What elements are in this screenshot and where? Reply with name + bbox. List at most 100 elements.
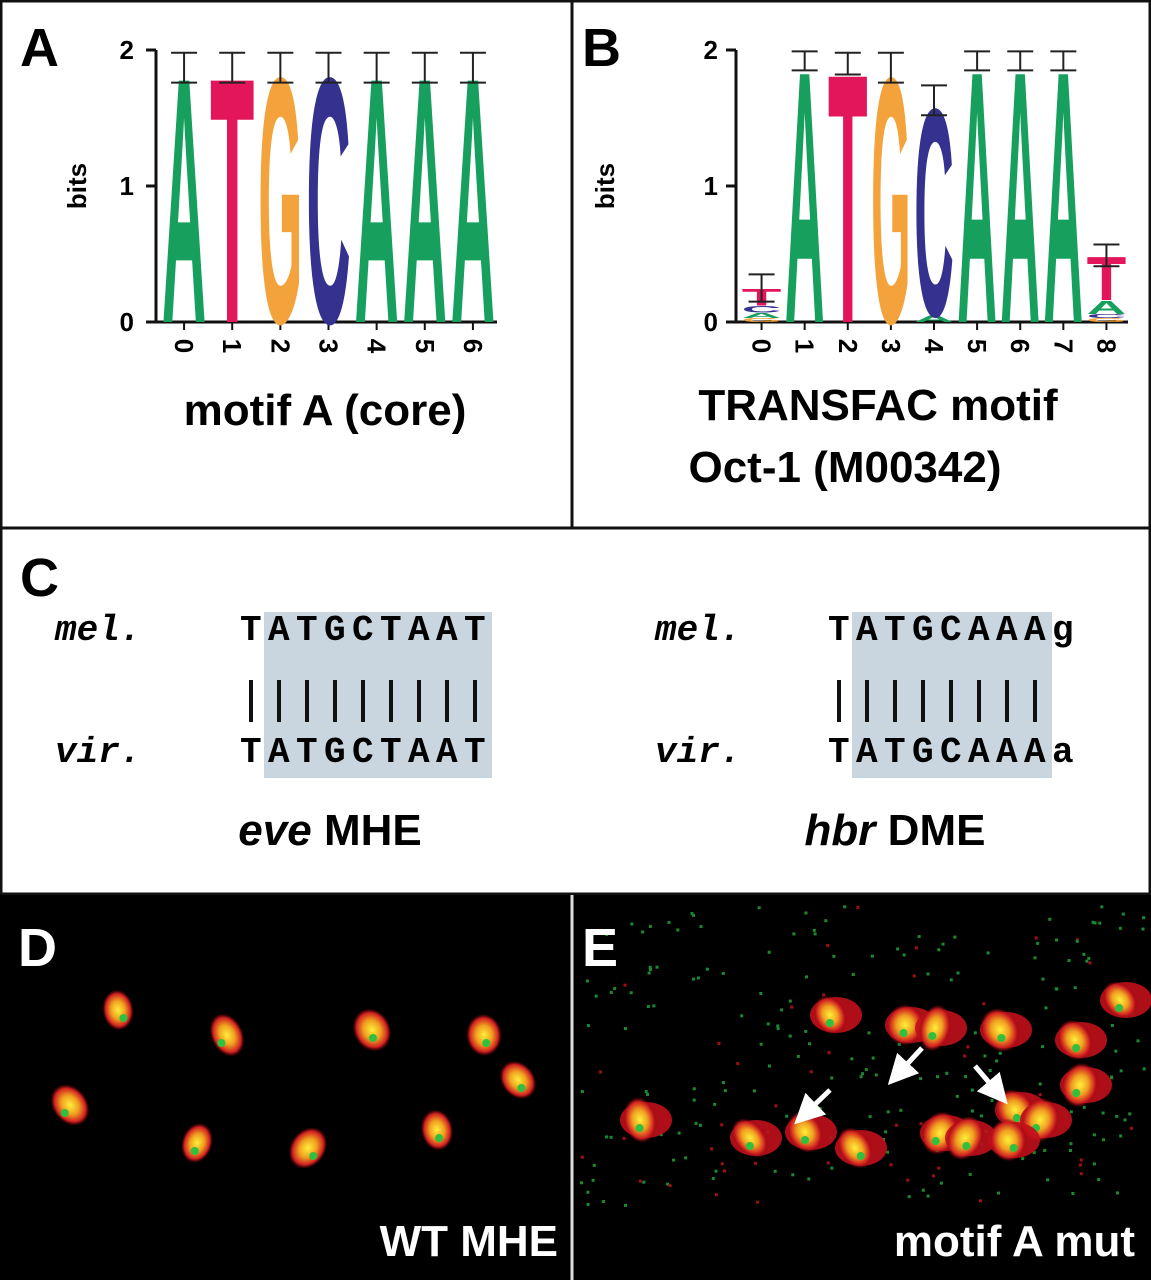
speck <box>773 1169 777 1173</box>
y-tick-label: 1 <box>120 171 134 201</box>
species: mel. <box>654 610 741 651</box>
speck <box>955 1094 959 1098</box>
speck <box>753 1161 757 1165</box>
speck <box>667 920 671 924</box>
speck <box>1115 1114 1119 1118</box>
speck <box>949 978 953 982</box>
speck <box>1119 1134 1123 1138</box>
nucleus <box>731 1118 769 1158</box>
speck <box>1118 926 1122 930</box>
logo-letter: C <box>742 304 782 314</box>
speck <box>792 932 796 936</box>
panel-label: E <box>582 918 618 978</box>
nucleus <box>918 1004 952 1052</box>
speck <box>692 1098 696 1102</box>
speck <box>1069 1110 1073 1114</box>
speck <box>979 1199 983 1203</box>
nucleus <box>352 1008 392 1052</box>
x-tick-label: 8 <box>1091 339 1121 353</box>
speck <box>1079 1158 1083 1162</box>
speck <box>714 1169 718 1173</box>
speck <box>776 1024 780 1028</box>
caption: WT MHE <box>380 1217 558 1266</box>
speck <box>666 1182 670 1186</box>
speck <box>807 1177 811 1181</box>
green-dot <box>309 1152 318 1160</box>
nucleus <box>288 1127 328 1169</box>
x-tick-label: 1 <box>790 339 820 353</box>
caption-italic: hbr <box>805 806 879 855</box>
speck <box>832 954 836 958</box>
speck <box>586 1024 590 1028</box>
y-tick-label: 2 <box>120 35 134 65</box>
y-axis-label: bits <box>62 163 92 209</box>
speck <box>830 1166 834 1170</box>
speck <box>889 1163 893 1167</box>
speck <box>791 1173 795 1177</box>
green-dot <box>928 1032 937 1040</box>
speck <box>896 947 900 951</box>
speck <box>1069 1142 1073 1146</box>
speck <box>723 1089 727 1093</box>
x-tick-label: 4 <box>919 339 949 354</box>
arrow <box>973 1064 1008 1105</box>
speck <box>1038 1082 1042 1086</box>
speck <box>995 1059 999 1063</box>
green-dot <box>482 1039 491 1047</box>
speck <box>1043 1148 1047 1152</box>
sequence: TATGCAAAg <box>828 610 1080 651</box>
speck <box>736 1062 740 1066</box>
speck <box>1136 1039 1140 1043</box>
speck <box>1101 1111 1105 1115</box>
nucleus <box>1061 1062 1099 1108</box>
speck <box>767 950 771 954</box>
sequence: TATGCTAAT <box>240 732 492 773</box>
green-dot <box>856 1152 865 1160</box>
speck <box>691 977 695 981</box>
speck <box>690 912 694 916</box>
speck <box>592 1163 596 1167</box>
speck <box>648 965 652 969</box>
speck <box>1085 959 1089 963</box>
panel-label: B <box>582 18 621 78</box>
sequence: TATGCAAAa <box>828 732 1080 773</box>
speck <box>1054 938 1058 942</box>
x-tick-label: 5 <box>962 339 992 353</box>
caption: motif A mut <box>894 1217 1135 1266</box>
speck <box>884 1130 888 1134</box>
green-dot <box>217 1039 226 1047</box>
y-axis-label: bits <box>590 163 620 209</box>
speck <box>1129 1126 1133 1130</box>
speck <box>752 1089 756 1093</box>
speck <box>894 1123 898 1127</box>
x-tick-label: 1 <box>217 339 247 353</box>
speck <box>956 971 960 975</box>
green-dot <box>1072 1089 1081 1097</box>
speck <box>591 1178 595 1182</box>
speck <box>971 1109 975 1113</box>
speck <box>812 928 816 932</box>
speck <box>1119 1069 1123 1073</box>
panel-label: C <box>20 548 59 608</box>
speck <box>906 1178 910 1182</box>
speck <box>945 1071 949 1075</box>
speck <box>856 905 860 909</box>
x-tick-label: 3 <box>314 339 344 353</box>
speck <box>804 911 808 915</box>
nucleus <box>181 1122 213 1164</box>
speck <box>1044 1006 1048 1010</box>
speck <box>926 972 930 976</box>
speck <box>968 1172 972 1176</box>
green-dot <box>1072 1044 1081 1052</box>
species: vir. <box>55 732 141 773</box>
speck <box>973 1031 977 1035</box>
conserved-highlight <box>264 612 492 778</box>
speck <box>696 976 700 980</box>
speck <box>1142 916 1146 920</box>
green-dot <box>801 1136 810 1144</box>
speck <box>966 1045 970 1049</box>
speck <box>970 1088 974 1092</box>
speck <box>826 943 830 947</box>
speck <box>766 1022 770 1026</box>
speck <box>756 1200 760 1204</box>
